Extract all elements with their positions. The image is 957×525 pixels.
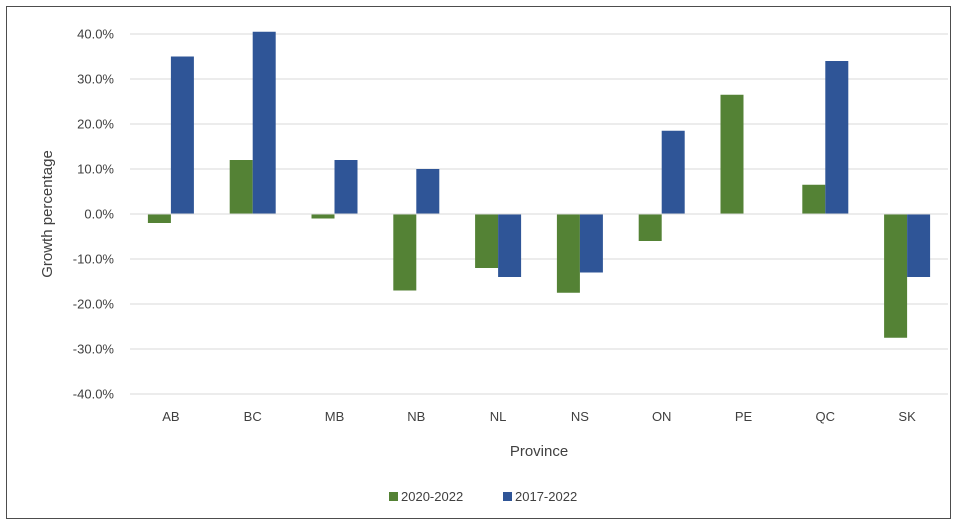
x-tick-label-bc: BC <box>244 409 262 424</box>
bar-ns-2020-2022 <box>556 214 580 293</box>
bars <box>147 31 931 338</box>
y-tick-label: -30.0% <box>73 342 115 357</box>
bar-nb-2020-2022 <box>393 214 417 291</box>
y-tick-label: 10.0% <box>77 162 114 177</box>
y-tick-label: 40.0% <box>77 27 114 42</box>
legend-label-2020-2022: 2020-2022 <box>401 489 463 504</box>
bar-nl-2020-2022 <box>475 214 499 268</box>
x-axis-title: Province <box>510 443 568 460</box>
bar-ab-2020-2022 <box>147 214 171 223</box>
bar-on-2020-2022 <box>638 214 662 241</box>
legend: 2020-2022 2017-2022 <box>389 489 577 504</box>
y-axis-title: Growth percentage <box>39 150 56 278</box>
x-tick-label-nl: NL <box>490 409 507 424</box>
bar-mb-2017-2022 <box>334 160 358 214</box>
bar-bc-2017-2022 <box>252 31 276 214</box>
bar-mb-2020-2022 <box>311 214 335 219</box>
bar-nl-2017-2022 <box>498 214 522 277</box>
bar-sk-2020-2022 <box>884 214 908 338</box>
y-tick-labels: 40.0% 30.0% 20.0% 10.0% 0.0% -10.0% -20.0% -30.… <box>73 27 115 402</box>
x-tick-labels: AB BC MB NB NL NS ON PE QC SK <box>162 409 916 424</box>
x-tick-label-qc: QC <box>816 409 836 424</box>
x-tick-label-sk: SK <box>898 409 916 424</box>
bar-ns-2017-2022 <box>579 214 603 273</box>
legend-swatch-2020-2022 <box>389 492 398 501</box>
bar-sk-2017-2022 <box>907 214 931 277</box>
x-tick-label-nb: NB <box>407 409 425 424</box>
bar-ab-2017-2022 <box>170 56 194 214</box>
bar-qc-2017-2022 <box>825 61 849 214</box>
bar-nb-2017-2022 <box>416 169 440 214</box>
bar-bc-2020-2022 <box>229 160 253 214</box>
x-tick-label-pe: PE <box>735 409 753 424</box>
x-tick-label-ab: AB <box>162 409 179 424</box>
y-tick-label: 0.0% <box>84 207 114 222</box>
legend-swatch-2017-2022 <box>503 492 512 501</box>
y-tick-label: 20.0% <box>77 117 114 132</box>
y-tick-label: -40.0% <box>73 387 115 402</box>
legend-label-2017-2022: 2017-2022 <box>515 489 577 504</box>
bar-on-2017-2022 <box>661 130 685 214</box>
y-tick-label: 30.0% <box>77 72 114 87</box>
bar-pe-2020-2022 <box>720 94 744 214</box>
x-tick-label-on: ON <box>652 409 672 424</box>
x-tick-label-mb: MB <box>325 409 345 424</box>
x-tick-label-ns: NS <box>571 409 589 424</box>
y-tick-label: -20.0% <box>73 297 115 312</box>
y-tick-label: -10.0% <box>73 252 115 267</box>
bar-qc-2020-2022 <box>802 184 826 214</box>
